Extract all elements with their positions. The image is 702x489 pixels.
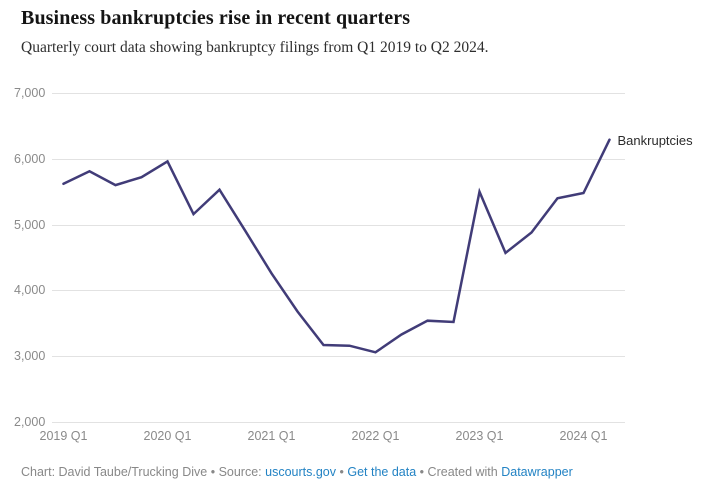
chart-header: Business bankruptcies rise in recent qua…: [21, 6, 681, 57]
y-tick-label: 7,000: [14, 86, 46, 100]
footer-created-with: Created with: [427, 465, 498, 479]
datawrapper-link[interactable]: Datawrapper: [501, 465, 573, 479]
footer-separator: •: [210, 465, 216, 479]
y-tick-label: 4,000: [14, 283, 46, 298]
gridline: [52, 93, 625, 94]
y-tick-label: 5,000: [14, 217, 46, 232]
footer: Chart: David Taube/Trucking Dive • Sourc…: [21, 464, 692, 480]
chart-subtitle: Quarterly court data showing bankruptcy …: [21, 39, 489, 56]
x-tick-label: 2023 Q1: [455, 429, 504, 443]
y-tick-label: 3,000: [14, 349, 46, 364]
bankruptcies-line: [62, 138, 611, 354]
source-link[interactable]: uscourts.gov: [265, 465, 337, 479]
footer-credit: Chart: David Taube/Trucking Dive: [21, 465, 208, 479]
y-tick-label: 6,000: [14, 151, 46, 166]
gridline: [52, 158, 625, 160]
footer-source-label: Source:: [218, 465, 262, 479]
x-tick-label: 2019 Q1: [39, 429, 88, 443]
gridline: [52, 290, 625, 292]
series-label: Bankruptcies: [617, 132, 693, 148]
chart-title: Business bankruptcies rise in recent qua…: [21, 7, 411, 29]
gridline: [52, 224, 625, 226]
get-the-data-link[interactable]: Get the data: [347, 465, 417, 479]
footer-separator: •: [339, 465, 344, 479]
footer-separator: •: [419, 465, 425, 479]
gridline: [52, 356, 625, 358]
x-tick-label: 2021 Q1: [247, 429, 296, 443]
y-tick-label: 2,000: [14, 415, 46, 429]
x-tick-label: 2020 Q1: [143, 429, 192, 443]
x-tick-label: 2024 Q1: [559, 429, 608, 443]
gridline: [52, 422, 625, 423]
x-tick-label: 2022 Q1: [351, 429, 400, 443]
